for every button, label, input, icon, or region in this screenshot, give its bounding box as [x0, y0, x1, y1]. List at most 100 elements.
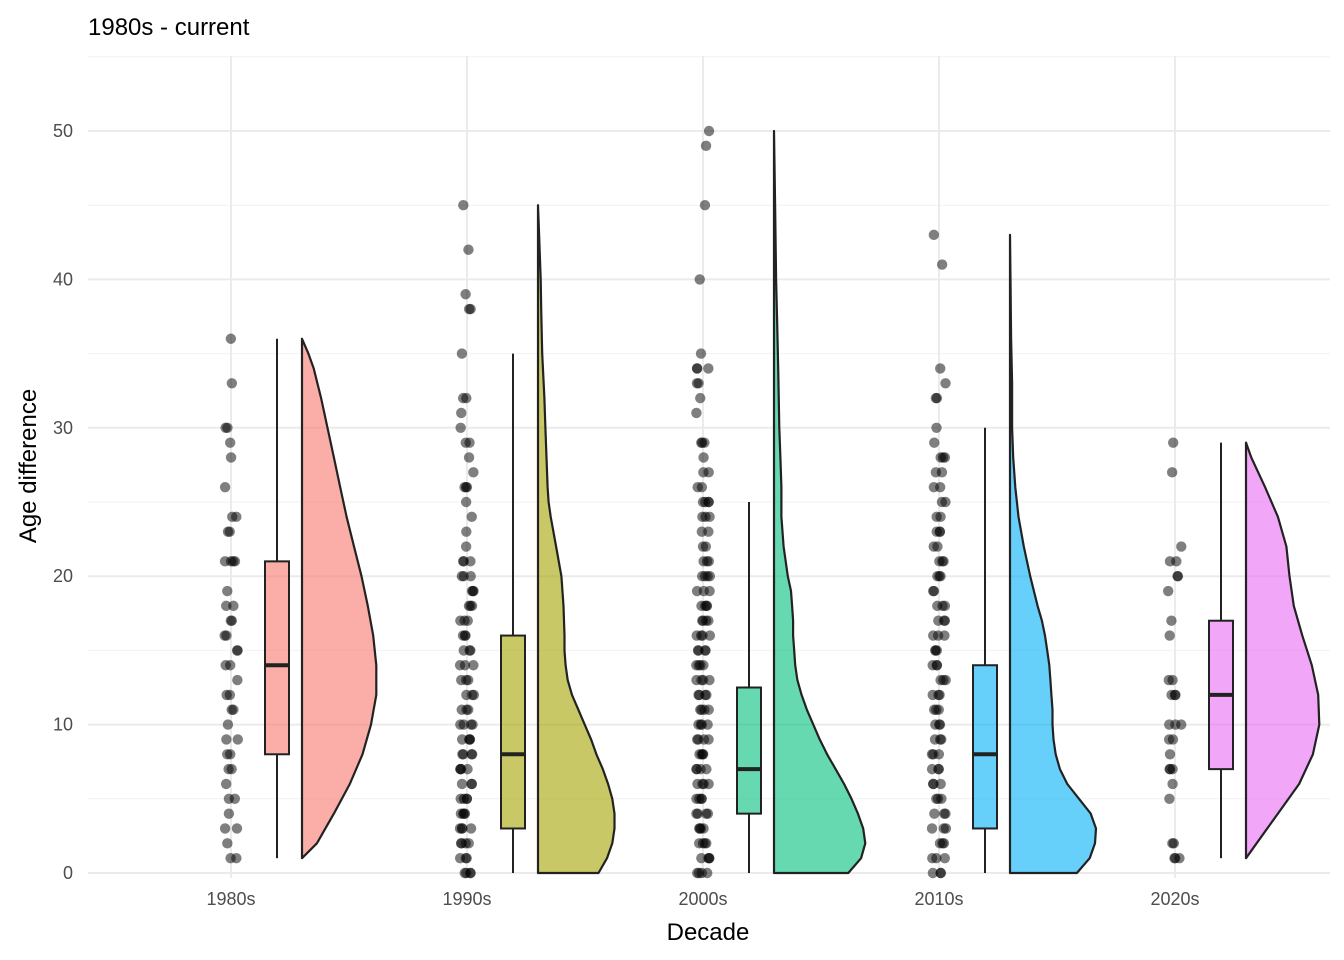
data-point: [698, 556, 709, 567]
violin-half: [300, 337, 378, 860]
data-point: [459, 867, 470, 879]
data-point: [696, 704, 707, 715]
data-point: [225, 333, 237, 344]
data-point: [940, 823, 952, 834]
data-point: [928, 481, 940, 493]
data-point: [459, 660, 471, 671]
data-point: [225, 452, 237, 463]
data-point: [696, 571, 708, 582]
data-point: [931, 660, 943, 671]
data-point: [931, 422, 942, 433]
data-point: [222, 719, 234, 730]
y-tick-label: 10: [53, 715, 73, 735]
data-point: [704, 511, 715, 523]
data-point: [468, 467, 479, 478]
data-point: [467, 585, 479, 597]
data-point: [931, 392, 943, 404]
x-tick-label: 1980s: [206, 889, 255, 909]
data-point: [939, 630, 950, 641]
data-point: [937, 452, 949, 463]
data-point: [691, 660, 702, 671]
data-point: [224, 689, 236, 701]
box: [736, 686, 762, 815]
chart-marks: [219, 125, 1321, 879]
data-point: [702, 808, 714, 819]
data-point: [930, 467, 942, 478]
x-axis-title: Decade: [667, 919, 750, 946]
data-point: [225, 660, 236, 671]
data-point: [701, 689, 712, 701]
data-point: [698, 585, 709, 597]
data-point: [1164, 793, 1175, 804]
data-point: [699, 200, 711, 211]
data-point: [933, 689, 944, 701]
data-point: [697, 749, 709, 760]
data-point: [929, 808, 940, 819]
data-point: [931, 852, 942, 864]
data-point: [222, 422, 233, 433]
data-point: [463, 303, 475, 315]
data-point: [464, 734, 475, 745]
data-point: [460, 496, 472, 508]
data-point: [1163, 734, 1175, 745]
data-point: [222, 585, 233, 597]
data-point: [461, 392, 472, 404]
category-group-1990s: [454, 200, 616, 879]
data-point: [454, 823, 466, 834]
data-point: [467, 719, 478, 730]
data-point: [454, 852, 466, 864]
data-point: [932, 541, 943, 552]
data-point: [219, 630, 230, 641]
data-point: [1172, 571, 1184, 582]
data-point: [934, 719, 946, 730]
data-point: [464, 437, 475, 448]
data-point: [701, 763, 712, 775]
violin-half: [772, 129, 867, 875]
data-point: [465, 556, 476, 567]
y-tick-label: 30: [53, 418, 73, 438]
data-point: [223, 793, 235, 804]
data-point: [456, 407, 467, 419]
y-tick-label: 20: [53, 566, 73, 586]
data-point: [461, 793, 473, 804]
data-point: [221, 734, 232, 745]
data-point: [694, 274, 705, 285]
data-point: [926, 749, 938, 760]
data-point: [456, 778, 468, 790]
data-point: [219, 481, 231, 493]
data-point: [940, 378, 951, 389]
data-point: [457, 749, 468, 760]
data-point: [460, 289, 471, 300]
data-point: [456, 704, 467, 715]
data-point: [463, 244, 474, 255]
data-point: [703, 125, 715, 137]
data-point: [691, 407, 702, 419]
data-point: [693, 378, 704, 389]
data-point: [467, 689, 478, 701]
data-point: [1164, 556, 1176, 567]
data-point: [936, 734, 947, 745]
data-point: [455, 763, 466, 775]
violin-half: [1008, 233, 1098, 875]
data-point: [1170, 852, 1181, 864]
data-point: [460, 541, 472, 552]
data-point: [1176, 719, 1187, 730]
x-tick-label: 1990s: [442, 889, 491, 909]
data-point: [458, 645, 469, 656]
data-point: [704, 852, 715, 864]
data-point: [935, 778, 946, 790]
data-point: [930, 645, 941, 656]
data-point: [696, 674, 707, 686]
box: [500, 634, 526, 830]
data-point: [1166, 467, 1178, 478]
data-point: [466, 749, 477, 760]
data-point: [928, 630, 939, 641]
data-point: [696, 526, 708, 537]
data-point: [937, 600, 948, 612]
data-point: [227, 511, 238, 523]
data-point: [461, 481, 473, 493]
data-point: [462, 763, 473, 775]
data-point: [232, 734, 243, 745]
data-point: [929, 437, 940, 448]
